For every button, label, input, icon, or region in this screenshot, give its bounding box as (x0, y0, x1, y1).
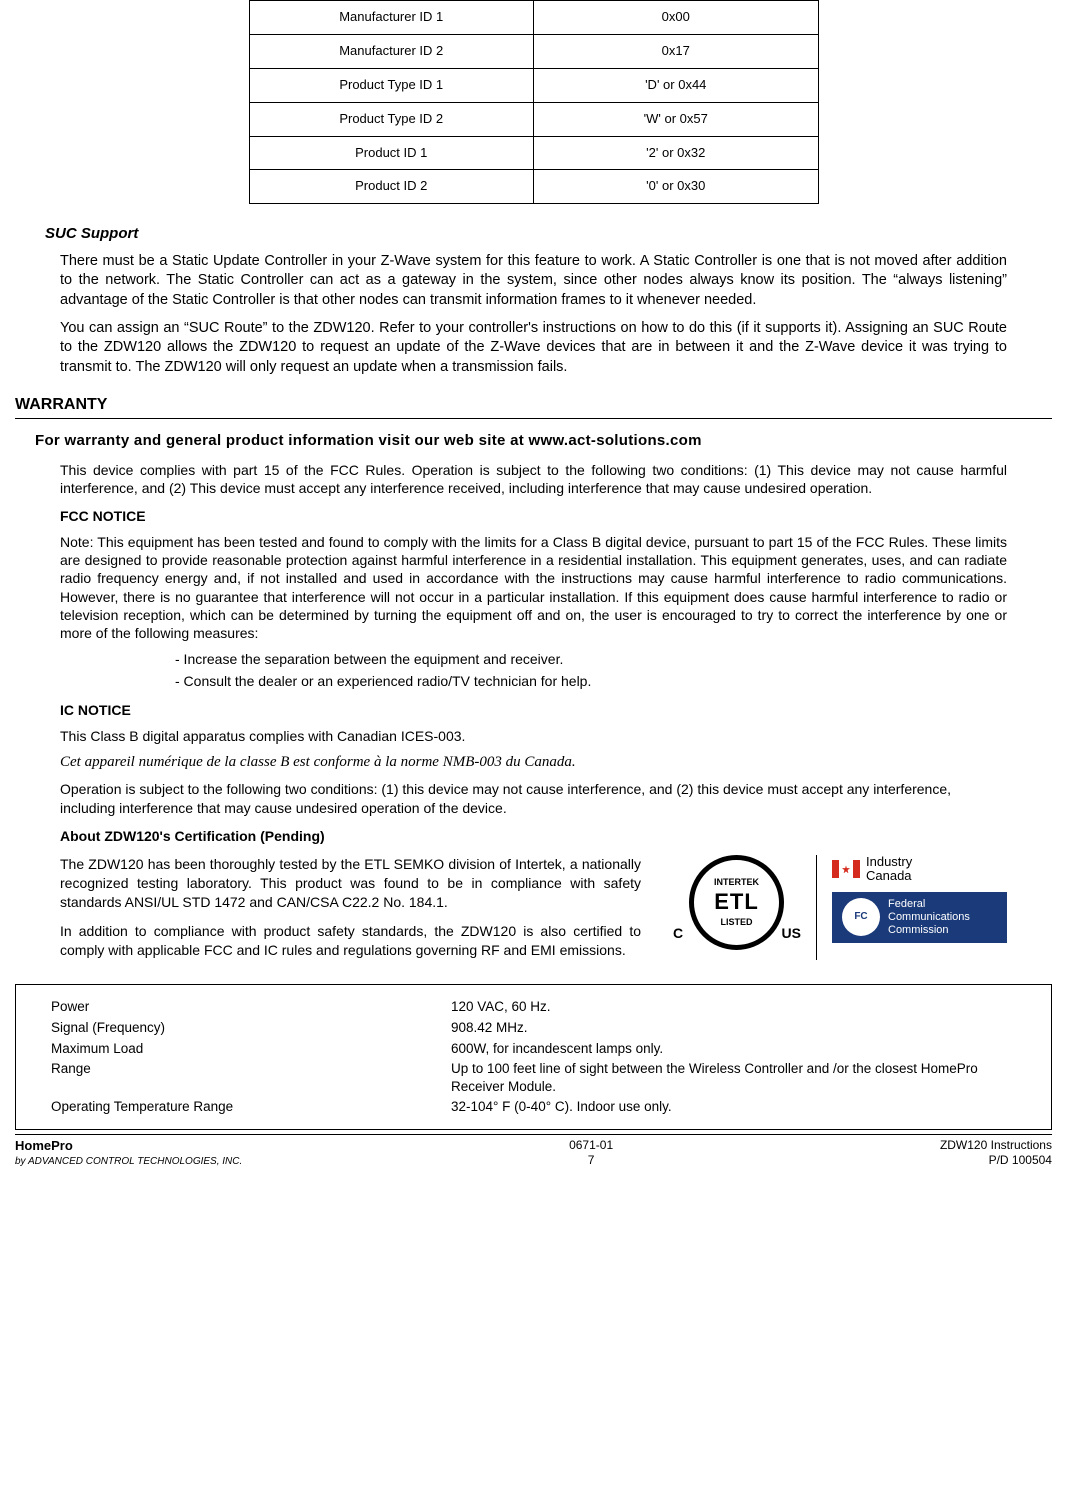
id-table-body: Manufacturer ID 10x00Manufacturer ID 20x… (249, 1, 818, 204)
id-table-row: Manufacturer ID 20x17 (249, 34, 818, 68)
spec-value: 32-104° F (0-40° C). Indoor use only. (451, 1098, 1016, 1116)
spec-value: Up to 100 feet line of sight between the… (451, 1060, 1016, 1095)
spec-label: Maximum Load (51, 1040, 451, 1058)
page-footer: HomePro by ADVANCED CONTROL TECHNOLOGIES… (15, 1134, 1052, 1169)
spec-box: Power120 VAC, 60 Hz.Signal (Frequency)90… (15, 984, 1052, 1129)
id-table-value: 0x00 (534, 1, 819, 35)
etl-top-text: INTERTEK (714, 877, 759, 889)
suc-heading: SUC Support (45, 224, 1052, 244)
etl-logo-icon: INTERTEK ETL LISTED C US (671, 855, 801, 960)
cert-heading: About ZDW120's Certification (Pending) (60, 827, 1007, 845)
ic-logo-text: Industry Canada (866, 855, 912, 884)
ic-italic: Cet appareil numérique de la classe B es… (60, 753, 1007, 773)
warranty-heading: WARRANTY (15, 395, 1052, 419)
spec-value: 600W, for incandescent lamps only. (451, 1040, 1016, 1058)
id-table-label: Product Type ID 1 (249, 68, 534, 102)
id-table-label: Product Type ID 2 (249, 102, 534, 136)
footer-company: by ADVANCED CONTROL TECHNOLOGIES, INC. (15, 1155, 242, 1168)
id-table-row: Product Type ID 1'D' or 0x44 (249, 68, 818, 102)
id-table-value: '2' or 0x32 (534, 136, 819, 170)
fcc-logo-text: Federal Communications Commission (888, 898, 970, 938)
suc-p1: There must be a Static Update Controller… (60, 252, 1007, 311)
right-logos: Industry Canada FC Federal Communication… (832, 855, 1007, 943)
id-table-label: Product ID 1 (249, 136, 534, 170)
footer-pd: P/D 100504 (940, 1153, 1052, 1169)
industry-canada-logo-icon: Industry Canada (832, 855, 1007, 884)
ic-notice-heading: IC NOTICE (60, 701, 1007, 719)
measure-1: - Increase the separation between the eq… (175, 650, 1052, 668)
cert-p2: In addition to compliance with product s… (60, 922, 641, 960)
footer-doc-title: ZDW120 Instructions (940, 1138, 1052, 1154)
spec-value: 120 VAC, 60 Hz. (451, 998, 1016, 1016)
warranty-sub: For warranty and general product informa… (35, 431, 1052, 451)
spec-label: Range (51, 1060, 451, 1095)
spec-row: Signal (Frequency)908.42 MHz. (51, 1019, 1016, 1037)
canada-flag-icon (832, 860, 860, 878)
id-table-value: 'D' or 0x44 (534, 68, 819, 102)
spec-label: Signal (Frequency) (51, 1019, 451, 1037)
cert-section: The ZDW120 has been thoroughly tested by… (60, 855, 1007, 969)
spec-row: Maximum Load600W, for incandescent lamps… (51, 1040, 1016, 1058)
spec-label: Power (51, 998, 451, 1016)
footer-pagenum: 7 (569, 1153, 613, 1169)
footer-brand: HomePro (15, 1138, 242, 1155)
id-table-row: Product ID 1'2' or 0x32 (249, 136, 818, 170)
id-table-value: 0x17 (534, 34, 819, 68)
cert-p1: The ZDW120 has been thoroughly tested by… (60, 855, 641, 912)
spec-row: Power120 VAC, 60 Hz. (51, 998, 1016, 1016)
footer-docnum: 0671-01 (569, 1138, 613, 1154)
cert-text: The ZDW120 has been thoroughly tested by… (60, 855, 641, 969)
fcc-symbol-text: FC (842, 898, 880, 936)
cert-logos: INTERTEK ETL LISTED C US Industry Canada… (671, 855, 1007, 969)
ic-p2: Operation is subject to the following tw… (60, 780, 1007, 816)
vertical-divider (816, 855, 817, 960)
id-table-value: 'W' or 0x57 (534, 102, 819, 136)
id-table: Manufacturer ID 10x00Manufacturer ID 20x… (249, 0, 819, 204)
id-table-row: Product Type ID 2'W' or 0x57 (249, 102, 818, 136)
fcc-logo-icon: FC Federal Communications Commission (832, 892, 1007, 944)
footer-center: 0671-01 7 (569, 1138, 613, 1169)
footer-left: HomePro by ADVANCED CONTROL TECHNOLOGIES… (15, 1138, 242, 1169)
spec-row: RangeUp to 100 feet line of sight betwee… (51, 1060, 1016, 1095)
etl-bottom-text: LISTED (720, 917, 752, 929)
etl-mid-text: ETL (714, 888, 759, 917)
spec-row: Operating Temperature Range32-104° F (0-… (51, 1098, 1016, 1116)
id-table-value: '0' or 0x30 (534, 170, 819, 204)
id-table-label: Manufacturer ID 2 (249, 34, 534, 68)
suc-p2: You can assign an “SUC Route” to the ZDW… (60, 319, 1007, 378)
fcc-notice-heading: FCC NOTICE (60, 507, 1007, 525)
id-table-row: Manufacturer ID 10x00 (249, 1, 818, 35)
id-table-row: Product ID 2'0' or 0x30 (249, 170, 818, 204)
etl-c-text: C (673, 924, 683, 942)
footer-right: ZDW120 Instructions P/D 100504 (940, 1138, 1052, 1169)
etl-us-text: US (782, 924, 801, 942)
id-table-label: Manufacturer ID 1 (249, 1, 534, 35)
warranty-p1: This device complies with part 15 of the… (60, 461, 1007, 497)
spec-label: Operating Temperature Range (51, 1098, 451, 1116)
spec-value: 908.42 MHz. (451, 1019, 1016, 1037)
measure-2: - Consult the dealer or an experienced r… (175, 672, 1052, 690)
id-table-label: Product ID 2 (249, 170, 534, 204)
fcc-notice-body: Note: This equipment has been tested and… (60, 533, 1007, 642)
ic-p1: This Class B digital apparatus complies … (60, 727, 1007, 745)
